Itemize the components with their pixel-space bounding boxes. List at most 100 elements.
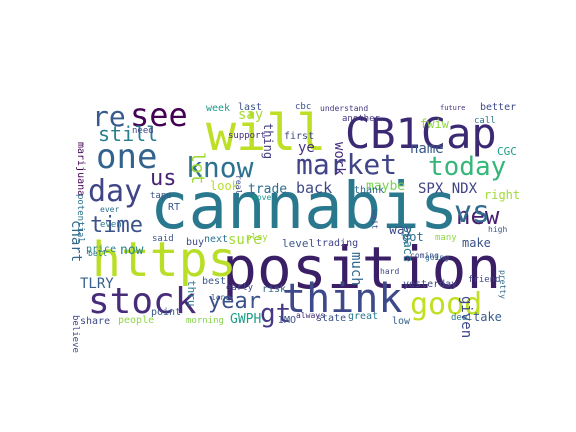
cloud-word: risk (262, 284, 286, 295)
cloud-word: trade (248, 182, 287, 197)
cloud-word: given (458, 296, 474, 338)
cloud-word: vs (454, 195, 490, 230)
cloud-word: cannabis (150, 170, 458, 244)
cloud-word: back (296, 179, 332, 197)
cloud-word: call (474, 116, 496, 126)
cloud-word: even (100, 220, 122, 230)
cloud-word: day (88, 174, 142, 209)
cloud-word: re (92, 100, 126, 133)
cloud-word: name (410, 141, 444, 157)
cloud-word: best (202, 276, 226, 287)
cloud-word: position (222, 234, 501, 302)
cloud-word: wait (370, 210, 379, 229)
cloud-word: https (92, 232, 237, 288)
cloud-word: gt (260, 299, 291, 329)
cloud-word: one (96, 137, 157, 177)
cloud-word: space (401, 226, 415, 262)
cloud-word: share (80, 316, 110, 327)
cloud-word: pretty (498, 270, 507, 299)
cloud-word: state (316, 313, 346, 324)
cloud-word: got (402, 230, 424, 244)
cloud-word: CGC (497, 145, 517, 158)
cloud-word: time (90, 213, 143, 238)
cloud-word: take (473, 310, 502, 324)
cloud-word: ever (100, 205, 119, 214)
cloud-word: still (98, 122, 158, 146)
cloud-word: need (132, 126, 154, 136)
cloud-word: morning (186, 316, 224, 326)
cloud-word: make (462, 236, 491, 250)
cloud-word: will (206, 104, 326, 162)
cloud-word: know (186, 151, 254, 184)
cloud-word: always (296, 311, 325, 320)
cloud-word: friend (468, 275, 501, 285)
cloud-word: play (246, 233, 268, 243)
cloud-word: see (130, 96, 188, 134)
cloud-word: last (238, 102, 262, 113)
cloud-word: deal (451, 313, 473, 323)
cloud-word: GWPH (230, 312, 261, 327)
cloud-word: coming (410, 251, 439, 260)
cloud-word: year (208, 289, 261, 314)
cloud-word: point (151, 307, 181, 318)
cloud-word: people (118, 315, 154, 326)
cloud-word: future (440, 104, 465, 112)
cloud-word: today (428, 152, 506, 182)
cloud-word: believe (70, 315, 80, 353)
cloud-word: chart (68, 220, 84, 262)
cloud-word: IMO (278, 315, 296, 326)
cloud-word: trading (316, 238, 358, 249)
cloud-word: market (296, 148, 397, 181)
cloud-word: early (226, 283, 254, 293)
cloud-word: support (228, 131, 266, 141)
cloud-word: price (86, 244, 116, 255)
cloud-word: level (282, 237, 315, 250)
cloud-word: tape (150, 191, 172, 201)
cloud-word: buy (186, 237, 204, 248)
cloud-word: yesterday (403, 279, 457, 290)
cloud-word: bell (88, 249, 107, 258)
cloud-word: us (150, 166, 177, 191)
cloud-word: work (331, 142, 347, 176)
cloud-word: way (389, 223, 413, 238)
cloud-word: great (348, 311, 378, 322)
cloud-word: real (234, 175, 243, 194)
cloud-word: potential (75, 194, 85, 243)
cloud-word: said (152, 234, 174, 244)
cloud-word: ye (298, 140, 315, 156)
cloud-word: week (206, 103, 230, 114)
cloud-word: first (284, 131, 314, 142)
cloud-word: stock (88, 281, 197, 322)
cloud-word: lot (187, 152, 208, 185)
cloud-word: understand (320, 104, 368, 113)
cloud-word: much (348, 252, 364, 286)
cloud-word: right (484, 188, 520, 202)
cloud-word: maybe (366, 179, 405, 194)
cloud-word: CB1Cap (345, 109, 497, 158)
cloud-word: high (488, 225, 507, 234)
cloud-word: SPX NDX (418, 181, 478, 197)
cloud-word: RT (168, 202, 180, 213)
cloud-word: low (392, 316, 411, 327)
cloud-word: say (238, 107, 263, 123)
cloud-word: think (282, 276, 402, 322)
cloud-word: fwiw (420, 117, 450, 131)
cloud-word: long (211, 293, 230, 302)
cloud-word: move (252, 193, 271, 202)
cloud-word: good (410, 287, 482, 322)
cloud-word: TLRY (80, 276, 114, 292)
cloud-word: better (480, 102, 516, 113)
cloud-word: thru (185, 280, 198, 307)
cloud-word: thing (261, 123, 275, 159)
cloud-word: thank (354, 185, 384, 196)
cloud-word: another (342, 114, 381, 124)
cloud-word: next (204, 234, 228, 245)
cloud-word: many (435, 233, 457, 243)
cloud-word: new (456, 202, 500, 230)
cloud-word: marijuana (75, 142, 86, 196)
cloud-word: now (120, 243, 144, 258)
cloud-word: hard (380, 267, 399, 276)
